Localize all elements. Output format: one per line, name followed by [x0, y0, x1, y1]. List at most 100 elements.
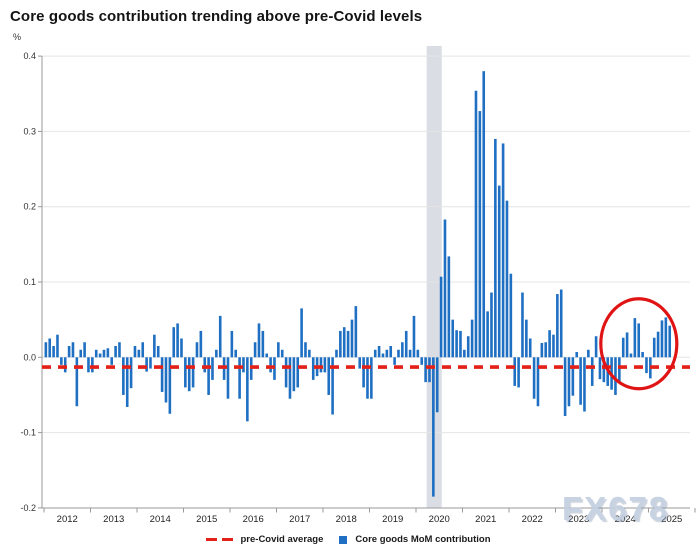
bar — [358, 357, 362, 369]
x-tick-label: 2023 — [568, 514, 589, 525]
bar — [443, 219, 447, 358]
bar — [277, 342, 280, 358]
bar — [164, 357, 168, 403]
chart-title: Core goods contribution trending above p… — [10, 8, 423, 25]
bar — [517, 357, 520, 388]
bar — [211, 357, 214, 380]
bar — [532, 357, 536, 399]
bar — [618, 357, 621, 382]
y-tick-label: -0.1 — [20, 428, 36, 438]
bar — [331, 357, 334, 415]
bar — [377, 346, 381, 358]
bar — [536, 357, 540, 407]
y-tick-label: -0.2 — [20, 503, 36, 513]
bar — [323, 357, 327, 373]
bar — [75, 357, 79, 407]
bar — [269, 357, 272, 373]
bar — [246, 357, 249, 422]
bar — [641, 352, 644, 358]
bar — [253, 342, 257, 358]
bar — [300, 308, 303, 358]
bar — [509, 273, 513, 358]
bar — [339, 330, 342, 358]
bar — [428, 357, 431, 383]
bar — [420, 357, 424, 365]
bar — [637, 323, 641, 358]
bar — [505, 200, 509, 358]
bar — [645, 357, 648, 374]
bar — [629, 353, 633, 358]
x-tick-label: 2019 — [382, 514, 403, 525]
bar — [44, 342, 48, 358]
bar — [311, 357, 315, 380]
bar — [455, 330, 458, 358]
bar — [261, 330, 265, 358]
bar — [664, 317, 668, 358]
bar — [416, 349, 420, 358]
bar — [548, 330, 551, 358]
x-tick-label: 2025 — [661, 514, 682, 525]
bar — [242, 357, 245, 373]
bar — [238, 357, 241, 399]
bar — [145, 357, 148, 372]
bar — [153, 334, 156, 358]
bar — [579, 357, 582, 405]
bar — [79, 349, 83, 358]
x-tick-label: 2015 — [196, 514, 217, 525]
bar — [633, 318, 637, 358]
bar — [342, 327, 346, 358]
bar — [397, 349, 400, 358]
core-goods-legend-label: Core goods MoM contribution — [355, 534, 491, 545]
bar — [544, 342, 548, 358]
bar — [614, 357, 617, 395]
bar — [180, 338, 183, 358]
bar — [118, 342, 121, 358]
bar — [501, 143, 505, 358]
bar — [265, 353, 269, 358]
watermark: FX678 — [562, 490, 670, 527]
bar — [280, 349, 284, 358]
bar — [470, 319, 474, 358]
bar — [525, 319, 528, 358]
bar — [490, 292, 493, 358]
bar — [110, 357, 114, 365]
x-tick-label: 2022 — [522, 514, 543, 525]
bar — [563, 357, 567, 417]
x-tick-label: 2013 — [103, 514, 124, 525]
bar — [521, 292, 524, 358]
bar — [172, 327, 176, 358]
bar — [98, 353, 102, 358]
bar — [133, 346, 137, 358]
bar — [203, 357, 207, 373]
bar — [432, 357, 435, 497]
bar — [474, 90, 478, 358]
bar — [308, 349, 311, 358]
x-tick-label: 2024 — [615, 514, 636, 525]
annotation-circle — [599, 297, 679, 391]
bar — [56, 334, 59, 358]
x-tick-label: 2018 — [336, 514, 357, 525]
bar — [335, 349, 338, 358]
bar — [389, 346, 393, 358]
bar — [381, 353, 385, 358]
bar — [102, 349, 106, 358]
bar — [486, 311, 489, 358]
bar — [660, 320, 664, 358]
bar — [346, 330, 350, 358]
bar — [129, 357, 133, 389]
bar — [319, 357, 323, 373]
bar — [284, 357, 288, 388]
bar — [528, 338, 532, 358]
bar — [71, 342, 75, 358]
bar — [393, 357, 396, 365]
bar — [122, 357, 125, 395]
bar — [424, 357, 427, 383]
bar — [463, 349, 466, 358]
bar — [67, 346, 71, 358]
bar — [207, 357, 210, 395]
bar — [184, 357, 187, 388]
bar — [366, 357, 369, 399]
bar — [168, 357, 172, 414]
bar — [350, 319, 354, 358]
